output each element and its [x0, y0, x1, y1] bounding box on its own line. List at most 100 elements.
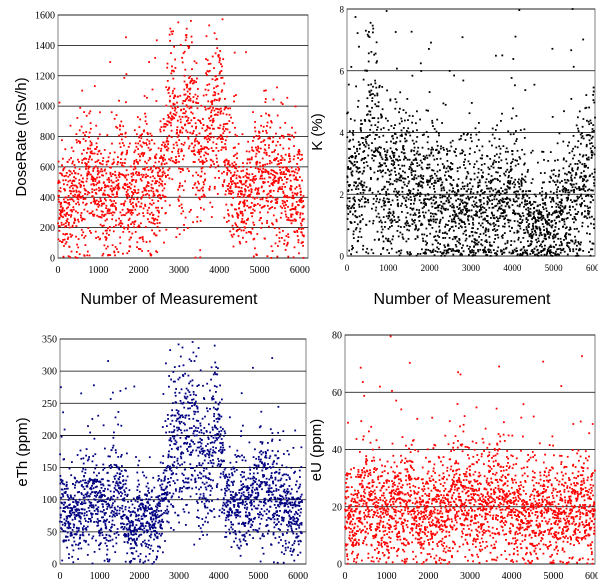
data-point: [216, 137, 219, 140]
data-point: [511, 160, 514, 163]
data-point: [367, 60, 370, 63]
data-point: [143, 152, 146, 154]
data-point: [224, 123, 227, 125]
data-point: [445, 148, 448, 150]
data-point: [181, 168, 184, 170]
data-point: [539, 216, 542, 219]
data-point: [405, 111, 407, 114]
data-point: [131, 232, 134, 235]
data-point: [472, 205, 475, 208]
data-point: [394, 194, 397, 197]
data-point: [82, 201, 84, 204]
data-point: [179, 94, 182, 97]
data-point: [242, 202, 245, 205]
data-point: [362, 137, 365, 140]
data-point: [104, 213, 107, 216]
data-point: [585, 164, 587, 167]
data-point: [473, 172, 476, 175]
data-point: [210, 159, 213, 162]
data-point: [561, 189, 564, 191]
data-point: [92, 215, 95, 217]
data-point: [413, 212, 416, 215]
data-point: [523, 249, 526, 252]
data-point: [407, 182, 410, 185]
data-point: [105, 186, 107, 188]
y-tick-label: 600: [40, 162, 55, 173]
data-point: [241, 218, 244, 220]
data-point: [487, 166, 490, 169]
data-point: [568, 229, 571, 231]
data-point: [581, 155, 584, 158]
data-point: [487, 201, 489, 204]
data-point: [398, 194, 401, 196]
data-point: [469, 192, 472, 195]
data-point: [496, 253, 498, 256]
data-point: [158, 184, 161, 187]
data-point: [439, 218, 442, 221]
data-point: [586, 134, 589, 136]
data-point: [292, 170, 295, 173]
data-point: [135, 133, 138, 136]
data-point: [397, 159, 399, 162]
data-point: [515, 196, 518, 198]
data-point: [164, 158, 166, 161]
data-point: [197, 119, 200, 121]
data-point: [529, 253, 532, 255]
data-point: [364, 69, 367, 72]
data-point: [460, 135, 463, 137]
data-point: [78, 179, 81, 181]
data-point: [275, 218, 278, 221]
data-point: [302, 205, 305, 207]
data-point: [201, 160, 204, 163]
data-point: [282, 135, 285, 137]
data-point: [545, 238, 547, 241]
data-point: [395, 174, 397, 176]
data-point: [231, 214, 234, 217]
data-point: [435, 230, 438, 233]
data-point: [264, 168, 267, 171]
data-point: [387, 128, 390, 131]
data-point: [497, 236, 500, 239]
data-point: [354, 157, 357, 160]
data-point: [435, 174, 438, 177]
data-point: [470, 188, 473, 190]
data-point: [257, 203, 259, 205]
data-point: [544, 218, 546, 221]
data-point: [232, 191, 235, 194]
data-point: [107, 185, 110, 188]
data-point: [99, 237, 101, 240]
data-point: [483, 202, 485, 205]
data-point: [579, 161, 582, 164]
data-point: [378, 162, 381, 164]
data-point: [501, 237, 504, 239]
data-point: [66, 238, 69, 240]
data-point: [358, 167, 361, 169]
data-point: [298, 168, 301, 170]
data-point: [197, 102, 200, 104]
data-point: [138, 237, 141, 240]
data-point: [515, 193, 518, 196]
data-point: [405, 240, 408, 243]
data-point: [395, 178, 398, 181]
data-point: [424, 240, 427, 243]
data-point: [155, 189, 158, 191]
data-point: [150, 189, 153, 192]
data-point: [434, 239, 437, 241]
data-point: [232, 245, 235, 248]
data-point: [382, 127, 385, 129]
data-point: [75, 202, 77, 205]
data-point: [176, 136, 179, 138]
data-point: [489, 249, 492, 252]
data-point: [352, 230, 355, 233]
data-point: [436, 118, 439, 121]
data-point: [89, 147, 92, 150]
data-point: [194, 144, 196, 147]
data-point: [77, 158, 79, 161]
data-point: [266, 222, 268, 224]
data-point: [529, 244, 532, 247]
data-point: [177, 148, 180, 151]
data-point: [567, 198, 569, 200]
data-point: [231, 215, 234, 218]
data-point: [376, 197, 378, 200]
data-point: [247, 217, 249, 220]
